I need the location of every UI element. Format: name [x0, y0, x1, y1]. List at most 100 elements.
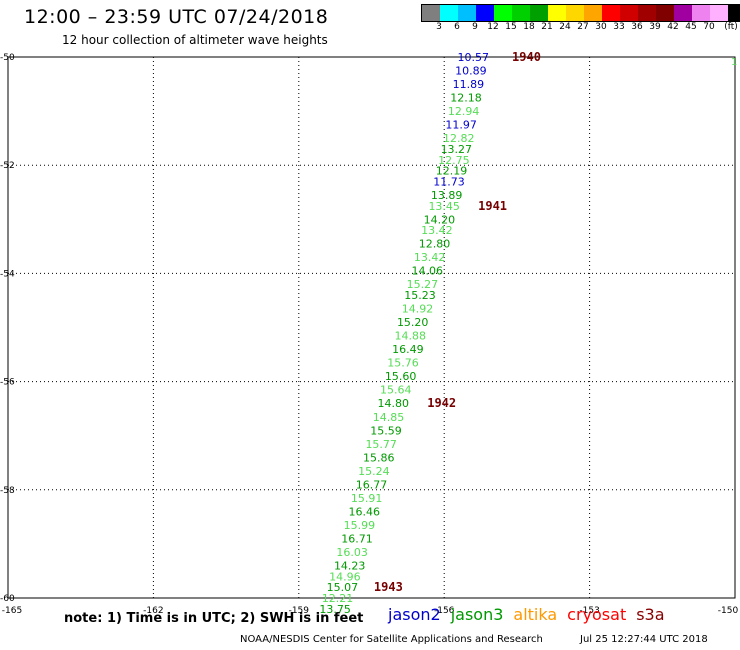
colorbar-label: 12 [487, 22, 499, 32]
colorbar-cell [440, 5, 458, 21]
y-tick-label: -52 [0, 161, 15, 171]
credit-text: NOAA/NESDIS Center for Satellite Applica… [240, 634, 543, 645]
wave-height-label: 15.76 [387, 357, 419, 370]
colorbar-cell [476, 5, 494, 21]
colorbar-cell [548, 5, 566, 21]
colorbar-cell [692, 5, 710, 21]
colorbar-cell [530, 5, 548, 21]
wave-height-label: 15.24 [358, 465, 390, 478]
wave-height-label: 12.82 [443, 132, 475, 145]
colorbar-cell [710, 5, 728, 21]
wave-height-colorbar [421, 4, 740, 22]
wave-height-label: 14.92 [402, 303, 434, 316]
wave-height-label: 15.27 [407, 278, 439, 291]
colorbar-label: 33 [613, 22, 625, 32]
time-label: 1943 [374, 580, 403, 594]
colorbar-cell [656, 5, 674, 21]
wave-height-label: 12.94 [448, 105, 480, 118]
y-tick-label: -60 [0, 594, 15, 604]
colorbar-label: 15 [505, 22, 517, 32]
footer-note: note: 1) Time is in UTC; 2) SWH is in fe… [64, 611, 364, 626]
colorbar-cell [566, 5, 584, 21]
wave-height-label: 12.75 [438, 154, 470, 167]
x-tick-label: -156 [434, 606, 455, 616]
wave-height-label: 13.27 [441, 143, 473, 156]
wave-height-label: 15.86 [363, 451, 395, 464]
wave-height-label: 10.89 [455, 65, 487, 78]
generated-timestamp: Jul 25 12:27:44 UTC 2018 [580, 634, 708, 645]
wave-height-label: 14.85 [373, 411, 405, 424]
colorbar-cell [602, 5, 620, 21]
wave-height-label: 12.18 [450, 92, 482, 105]
satellite-cryosat: cryosat [567, 605, 627, 624]
colorbar-cell [512, 5, 530, 21]
colorbar-label: 6 [454, 22, 460, 32]
wave-height-label: 12.19 [436, 165, 468, 178]
y-tick-label: -50 [0, 53, 15, 63]
edge-value-label: 1 [731, 57, 737, 68]
satellite-jason2: jason2 [388, 605, 441, 624]
colorbar-cell [494, 5, 512, 21]
wave-height-label: 15.77 [365, 438, 397, 451]
wave-height-label: 16.71 [341, 532, 373, 545]
wave-height-label: 15.99 [344, 519, 376, 532]
plot-frame [7, 56, 736, 599]
satellite-jason3: jason3 [450, 605, 504, 624]
wave-height-label: 16.03 [336, 546, 368, 559]
chart-subtitle: 12 hour collection of altimeter wave hei… [62, 33, 328, 47]
wave-height-label: 15.20 [397, 316, 429, 329]
wave-height-label: 13.75 [319, 603, 351, 616]
x-tick-label: -162 [143, 606, 163, 616]
colorbar-label: 24 [559, 22, 571, 32]
colorbar-label: 3 [436, 22, 442, 32]
satellite-s3a: s3a [636, 605, 665, 624]
wave-height-label: 16.46 [348, 505, 380, 518]
time-label: 1941 [478, 199, 507, 213]
chart-title: 12:00 – 23:59 UTC 07/24/2018 [24, 6, 329, 28]
colorbar-label: (ft) [724, 22, 738, 32]
y-tick-label: -58 [0, 486, 15, 496]
wave-height-label: 11.97 [445, 119, 477, 132]
x-tick-label: -153 [579, 606, 599, 616]
wave-height-label: 15.59 [370, 424, 402, 437]
wave-height-label: 14.23 [334, 560, 366, 573]
y-tick-label: -54 [0, 269, 15, 279]
colorbar-cell [674, 5, 692, 21]
colorbar-cell [638, 5, 656, 21]
satellite-legend: jason2 jason3 altika cryosat s3a [388, 605, 675, 624]
colorbar-label: 9 [472, 22, 478, 32]
colorbar-cell [422, 5, 440, 21]
colorbar-cell [458, 5, 476, 21]
colorbar-cell [584, 5, 602, 21]
colorbar-label: 39 [649, 22, 661, 32]
wave-height-label: 12.80 [419, 238, 451, 251]
colorbar-label: 70 [703, 22, 715, 32]
colorbar-label: 21 [541, 22, 553, 32]
wave-height-label: 13.42 [421, 224, 453, 237]
wave-height-label: 11.89 [453, 78, 485, 91]
wave-height-label: 10.57 [458, 51, 490, 64]
wave-height-label: 16.77 [356, 478, 388, 491]
wave-height-label: 13.45 [428, 200, 460, 213]
wave-height-label: 14.20 [424, 213, 456, 226]
wave-height-label: 13.89 [431, 189, 463, 202]
x-tick-label: -150 [718, 606, 739, 616]
wave-height-label: 14.80 [378, 397, 410, 410]
wave-height-label: 15.91 [351, 492, 383, 505]
colorbar-label: 30 [595, 22, 607, 32]
x-tick-label: -165 [2, 606, 22, 616]
colorbar-label: 36 [631, 22, 643, 32]
wave-height-label: 15.60 [385, 370, 417, 383]
wave-height-label: 15.07 [327, 581, 359, 594]
wave-height-label: 11.73 [433, 175, 465, 188]
wave-height-label: 14.06 [411, 265, 443, 278]
wave-height-label: 15.23 [404, 289, 436, 302]
colorbar-label: 45 [685, 22, 697, 32]
wave-height-label: 13.42 [414, 251, 446, 264]
wave-height-label: 16.49 [392, 343, 424, 356]
y-tick-label: -56 [0, 378, 15, 388]
colorbar-cell [620, 5, 638, 21]
wave-height-label: 14.96 [329, 570, 361, 583]
wave-height-label: 12.21 [322, 592, 354, 605]
